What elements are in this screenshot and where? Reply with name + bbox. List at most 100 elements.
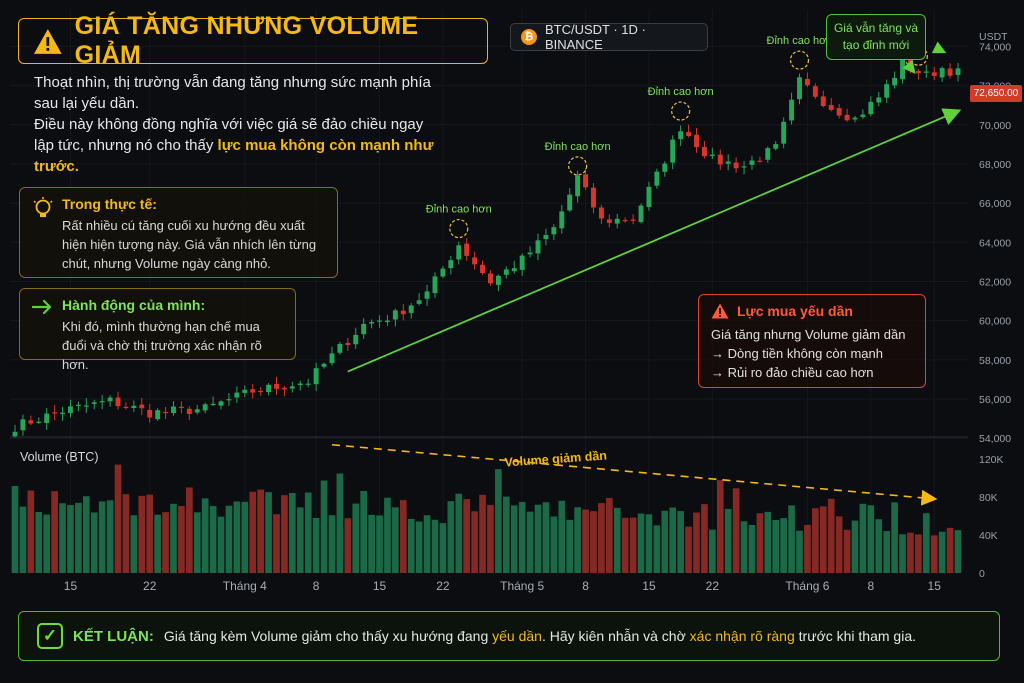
volume-bar	[930, 535, 938, 573]
volume-bar	[582, 509, 589, 573]
note-reality: Trong thực tế: Rất nhiều cú tăng cuối xu…	[19, 187, 338, 278]
conclusion-part-3: trước khi tham gia.	[794, 628, 917, 644]
candle-body	[662, 163, 668, 172]
x-tick-label: 15	[373, 579, 387, 593]
volume-bar	[59, 503, 66, 573]
volume-bar	[479, 494, 486, 573]
callout-pointer	[931, 41, 947, 54]
candle-body	[321, 363, 327, 367]
volume-bar	[162, 512, 169, 573]
swing-high-label: Đỉnh cao hơn	[426, 204, 492, 216]
candle-body	[820, 96, 826, 107]
volume-bar	[899, 534, 906, 573]
note-action-body: Khi đó, mình thường hạn chế mua đuổi và …	[62, 319, 262, 372]
volume-bar	[447, 501, 455, 573]
candle-body	[955, 68, 961, 75]
candle-body	[535, 240, 541, 254]
volume-bar	[273, 514, 280, 573]
intro-p2-highlight: lực mua không còn mạnh như trước.	[34, 137, 434, 175]
candle-body	[844, 114, 850, 121]
candle-body	[828, 105, 834, 110]
volume-bar	[360, 491, 368, 573]
candle-body	[559, 211, 565, 229]
volume-bar	[859, 503, 867, 573]
candle-body	[60, 412, 66, 414]
candle-body	[551, 227, 557, 235]
price-tick-label: 54,000	[979, 433, 1011, 445]
candle-body	[812, 86, 818, 97]
candle-body	[464, 243, 470, 256]
symbol-badge: ₿ BTC/USDT · 1D · BINANCE	[510, 22, 708, 52]
volume-bar	[178, 505, 185, 573]
warning-title-row: Lực mua yếu dần	[711, 303, 913, 319]
price-tick-label: 58,000	[979, 355, 1011, 367]
volume-bar	[495, 469, 502, 573]
volume-bar	[233, 501, 241, 573]
bitcoin-icon: ₿	[521, 29, 537, 45]
candle-body	[99, 401, 105, 403]
volume-bar	[154, 514, 161, 573]
candle-body	[797, 77, 802, 100]
note-action-title: Hành động của mình:	[62, 297, 206, 313]
volume-bar	[685, 526, 692, 573]
volume-bar	[249, 491, 257, 573]
conclusion-box: ✓ KẾT LUẬN: Giá tăng kèm Volume giảm cho…	[18, 611, 1000, 661]
volume-bar	[138, 495, 146, 573]
volume-bar	[796, 530, 803, 573]
candle-body	[329, 353, 335, 364]
swing-high-marker	[449, 218, 469, 239]
x-tick-label: 15	[642, 579, 656, 593]
volume-bar	[384, 497, 391, 573]
uptrend-line	[347, 108, 962, 373]
x-tick-label: 22	[706, 579, 720, 593]
candle-body	[281, 387, 287, 390]
volume-bar	[542, 502, 550, 573]
volume-bar	[257, 489, 264, 573]
candle-body	[52, 412, 58, 414]
x-tick-label: 15	[64, 579, 78, 593]
x-tick-label: 8	[867, 579, 874, 593]
candle-body	[20, 419, 26, 431]
conclusion-text: Giá tăng kèm Volume giảm cho thấy xu hướ…	[164, 628, 916, 644]
callout-pointer	[902, 59, 916, 75]
volume-tick-label: 0	[979, 568, 985, 580]
candle-body	[28, 420, 34, 424]
volume-tick-label: 80K	[979, 492, 998, 504]
price-tick-label: 56,000	[979, 394, 1011, 406]
intro-text: Thoạt nhìn, thị trường vẫn đang tăng như…	[34, 72, 434, 177]
price-tick-label: 66,000	[979, 198, 1011, 210]
volume-bar	[748, 524, 756, 573]
volume-bar	[621, 517, 629, 573]
volume-bar	[756, 513, 764, 573]
candle-body	[749, 160, 755, 165]
candle-body	[923, 71, 929, 73]
candle-body	[416, 300, 422, 304]
candle-body	[218, 401, 224, 406]
candle-body	[123, 406, 129, 409]
volume-panel-title: Volume (BTC)	[20, 450, 99, 464]
candle-body	[488, 273, 493, 284]
warning-line-2: → Dòng tiền không còn mạnh	[711, 346, 883, 361]
volume-bar	[201, 498, 209, 573]
candle-body	[131, 405, 137, 408]
candle-body	[361, 323, 367, 335]
volume-bar	[27, 490, 35, 573]
volume-bar	[724, 508, 732, 573]
candle-body	[448, 260, 454, 269]
volume-bar	[344, 518, 352, 573]
candle-body	[503, 269, 509, 275]
swing-high-marker	[671, 101, 691, 121]
candle-body	[274, 383, 279, 389]
candle-body	[773, 144, 779, 149]
volume-bar	[304, 492, 312, 573]
candle-body	[694, 134, 699, 148]
volume-bar	[526, 511, 534, 573]
candle-body	[68, 406, 73, 413]
volume-bar	[954, 530, 962, 573]
volume-bar	[812, 508, 819, 573]
last-price-tag: 72,650.00	[970, 85, 1022, 102]
candle-body	[567, 194, 573, 211]
new-high-callout: Giá vẫn tăng và tạo đỉnh mới	[826, 14, 926, 60]
candle-body	[297, 383, 303, 386]
volume-bar	[487, 504, 494, 573]
